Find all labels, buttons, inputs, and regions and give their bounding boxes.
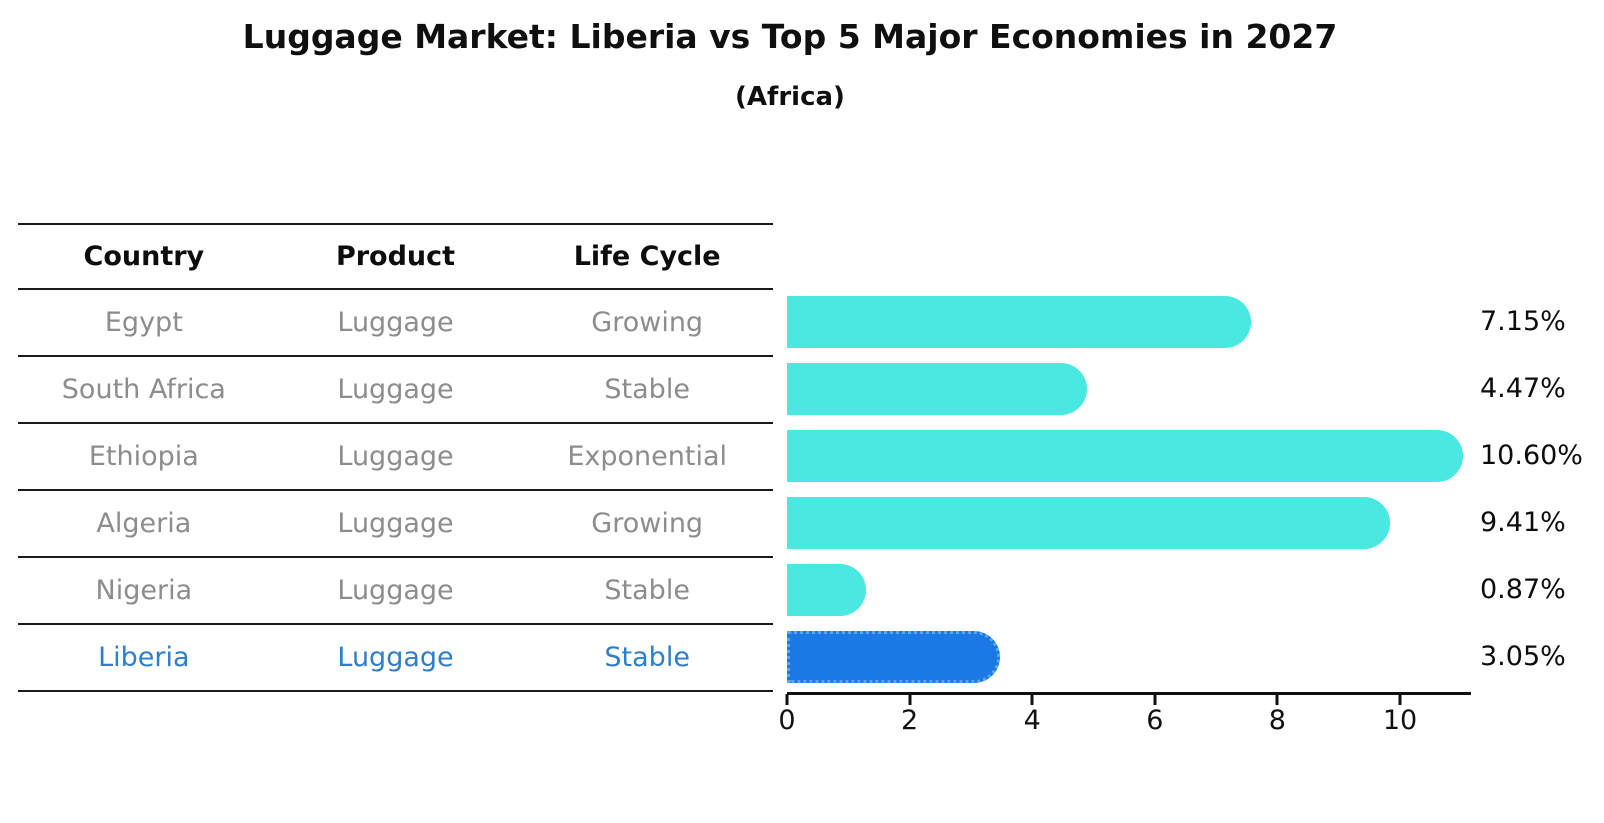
cell-product: Luggage <box>337 575 454 606</box>
cell-life-cycle: Exponential <box>567 441 728 472</box>
bar-south-africa <box>787 362 1087 415</box>
x-axis-tick-label: 4 <box>1023 705 1041 736</box>
value-label-ethiopia: 10.60% <box>1480 439 1583 471</box>
bar-liberia <box>787 630 1000 683</box>
value-label-egypt: 7.15% <box>1480 305 1566 337</box>
cell-life-cycle: Growing <box>591 508 704 539</box>
table-body: Egypt Luggage Growing South Africa Luggage St… <box>18 290 773 692</box>
cell-product: Luggage <box>337 508 454 539</box>
cell-country: Algeria <box>96 508 192 539</box>
cell-country: Liberia <box>98 642 190 673</box>
table-row-south-africa: South Africa Luggage Stable <box>18 357 773 424</box>
x-axis-tick-label: 0 <box>778 705 796 736</box>
cell-life-cycle: Growing <box>591 307 704 338</box>
bar-nigeria <box>787 563 866 616</box>
cell-life-cycle: Stable <box>604 374 690 405</box>
x-axis-tick <box>1275 694 1279 705</box>
bar-egypt <box>787 295 1251 348</box>
table-row-egypt: Egypt Luggage Growing <box>18 290 773 357</box>
table-row-nigeria: Nigeria Luggage Stable <box>18 558 773 625</box>
chart-title: Luggage Market: Liberia vs Top 5 Major E… <box>242 17 1338 56</box>
value-label-liberia: 3.05% <box>1480 640 1566 672</box>
header-cell-country: Country <box>83 241 205 272</box>
cell-life-cycle: Stable <box>604 642 690 673</box>
x-axis-tick <box>1153 694 1157 705</box>
cell-country: Egypt <box>104 307 183 338</box>
x-axis-tick-label: 8 <box>1268 705 1286 736</box>
x-axis-line <box>787 692 1471 695</box>
cell-country: South Africa <box>61 374 226 405</box>
x-axis-tick-label: 6 <box>1146 705 1164 736</box>
country-table: Country Product Life Cycle Egypt Luggage G… <box>18 223 773 692</box>
x-axis-tick <box>1398 694 1402 705</box>
x-axis-tick <box>908 694 912 705</box>
bar-ethiopia <box>787 429 1463 482</box>
cell-country: Nigeria <box>95 575 193 606</box>
x-axis-tick <box>785 694 789 705</box>
cell-product: Luggage <box>337 441 454 472</box>
table-row-algeria: Algeria Luggage Growing <box>18 491 773 558</box>
value-label-nigeria: 0.87% <box>1480 573 1566 605</box>
header-cell-life-cycle: Life Cycle <box>573 241 721 272</box>
cell-country: Ethiopia <box>88 441 199 472</box>
x-axis-tick-label: 10 <box>1382 705 1418 736</box>
value-label-algeria: 9.41% <box>1480 506 1566 538</box>
chart-subtitle: (Africa) <box>735 82 845 112</box>
header-cell-product: Product <box>335 241 456 272</box>
table-row-ethiopia: Ethiopia Luggage Exponential <box>18 424 773 491</box>
cell-life-cycle: Stable <box>604 575 690 606</box>
value-label-south-africa: 4.47% <box>1480 372 1566 404</box>
table-row-liberia: Liberia Luggage Stable <box>18 625 773 692</box>
bar-algeria <box>787 496 1390 549</box>
x-axis-tick <box>1030 694 1034 705</box>
cell-product: Luggage <box>337 642 454 673</box>
cell-product: Luggage <box>337 374 454 405</box>
x-axis-tick-label: 2 <box>901 705 919 736</box>
table-header-row: Country Product Life Cycle <box>18 225 773 290</box>
cell-product: Luggage <box>337 307 454 338</box>
